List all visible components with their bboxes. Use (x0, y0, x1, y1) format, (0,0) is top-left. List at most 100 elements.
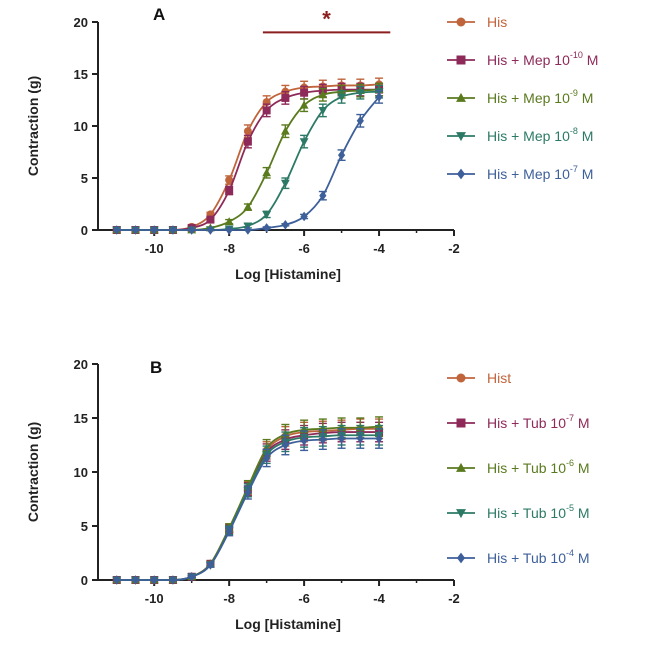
legend-label-unit: M (574, 415, 590, 431)
series-1 (112, 418, 384, 584)
legend-marker (456, 168, 466, 180)
data-point (337, 93, 346, 102)
data-point (318, 107, 328, 115)
y-tick-label: 5 (81, 171, 88, 186)
y-tick-label: 20 (74, 357, 88, 372)
legend-label: His + Tub 10-7 M (487, 413, 590, 431)
data-point (150, 225, 158, 235)
legend-entry: His + Mep 10-9 M (447, 88, 593, 106)
y-tick-label: 5 (81, 519, 88, 534)
data-point (356, 116, 364, 126)
series-2 (112, 421, 384, 584)
data-point (281, 440, 289, 450)
x-tick-label: -10 (145, 241, 164, 256)
x-tick-label: -6 (298, 241, 310, 256)
series-line (116, 427, 380, 581)
legend-label: His + Mep 10-10 M (487, 50, 598, 68)
legend-label-unit: M (574, 505, 590, 521)
x-tick-label: -4 (373, 241, 385, 256)
legend-label: His + Mep 10-9 M (487, 88, 593, 106)
data-point (131, 575, 140, 585)
data-point (337, 150, 346, 160)
data-point (299, 100, 309, 109)
y-tick-label: 10 (74, 119, 88, 134)
legend-label-unit: M (578, 166, 594, 182)
data-point (263, 223, 271, 233)
legend-marker (456, 462, 466, 472)
y-tick-label: 0 (81, 223, 88, 238)
series-3 (112, 82, 384, 234)
legend-label-base: His + Mep 10 (487, 52, 570, 68)
x-tick-label: -6 (298, 591, 310, 606)
legend-label-unit: M (578, 90, 594, 106)
series-5 (113, 428, 384, 585)
legend-entry: His + Tub 10-5 M (447, 503, 590, 521)
legend-marker (456, 552, 466, 564)
legend-marker (456, 418, 466, 428)
legend-entry: His + Tub 10-6 M (447, 458, 590, 476)
legend-label-exponent: -4 (566, 548, 574, 558)
legend-marker (456, 17, 466, 27)
y-tick-label: 20 (74, 15, 88, 30)
data-point (319, 190, 327, 201)
data-point (318, 90, 328, 99)
x-tick-label: -2 (448, 241, 460, 256)
data-point (206, 560, 215, 570)
data-point (169, 225, 177, 235)
data-point (150, 575, 158, 585)
legend-label-base: His + Mep 10 (487, 166, 570, 182)
legend-marker (456, 55, 466, 65)
x-tick-label: -8 (223, 591, 235, 606)
data-point (206, 215, 215, 224)
panel-label: B (150, 358, 162, 377)
data-point (113, 575, 121, 585)
legend-marker (456, 373, 466, 383)
panel-a: A 0 5 10 15 20 -10 -8 -6 -4 -2 Log [Histamine] Contr… (25, 5, 598, 282)
y-axis-title: Contraction (g) (25, 422, 41, 522)
series-line (116, 437, 380, 581)
panel-label: A (153, 5, 165, 24)
legend-label-unit: M (583, 52, 599, 68)
x-tick-label: -10 (145, 591, 164, 606)
series-line (116, 425, 380, 581)
legend-marker (456, 509, 466, 519)
data-point (263, 453, 271, 463)
y-tick-label: 10 (74, 465, 88, 480)
data-point (224, 217, 234, 226)
legend-label-base: His + Mep 10 (487, 128, 570, 144)
y-tick-label: 0 (81, 573, 88, 588)
legend-label-base: His (487, 14, 507, 30)
legend-label-base: His + Tub 10 (487, 460, 566, 476)
data-point (243, 137, 252, 146)
data-point (225, 225, 233, 235)
legend-label: His + Mep 10-8 M (487, 126, 593, 144)
data-point (131, 225, 140, 235)
data-point (280, 179, 290, 188)
legend-label-exponent: -10 (570, 50, 583, 60)
data-point (300, 88, 309, 97)
legend-entry: His (447, 14, 507, 30)
data-point (243, 202, 253, 211)
data-point (319, 434, 327, 445)
data-point (188, 225, 196, 235)
x-axis-title: Log [Histamine] (235, 616, 341, 632)
legend-label-base: His + Tub 10 (487, 550, 566, 566)
significance-label: * (322, 6, 331, 31)
data-point (225, 526, 233, 537)
legend-label: His (487, 14, 507, 30)
data-point (225, 186, 234, 195)
legend-label: His + Tub 10-6 M (487, 458, 590, 476)
data-point (300, 435, 308, 446)
legend-label-exponent: -7 (566, 413, 574, 423)
x-tick-label: -8 (223, 241, 235, 256)
x-axis-title: Log [Histamine] (235, 266, 341, 282)
legend-label-base: His + Tub 10 (487, 415, 566, 431)
legend-label-exponent: -8 (570, 126, 578, 136)
x-tick-label: -4 (373, 591, 385, 606)
data-point (244, 225, 252, 235)
series-line (116, 431, 380, 581)
legend-label: His + Mep 10-7 M (487, 164, 593, 182)
legend-entry: His + Tub 10-4 M (447, 548, 590, 566)
legend-label: His + Tub 10-5 M (487, 503, 590, 521)
y-tick-label: 15 (74, 411, 88, 426)
